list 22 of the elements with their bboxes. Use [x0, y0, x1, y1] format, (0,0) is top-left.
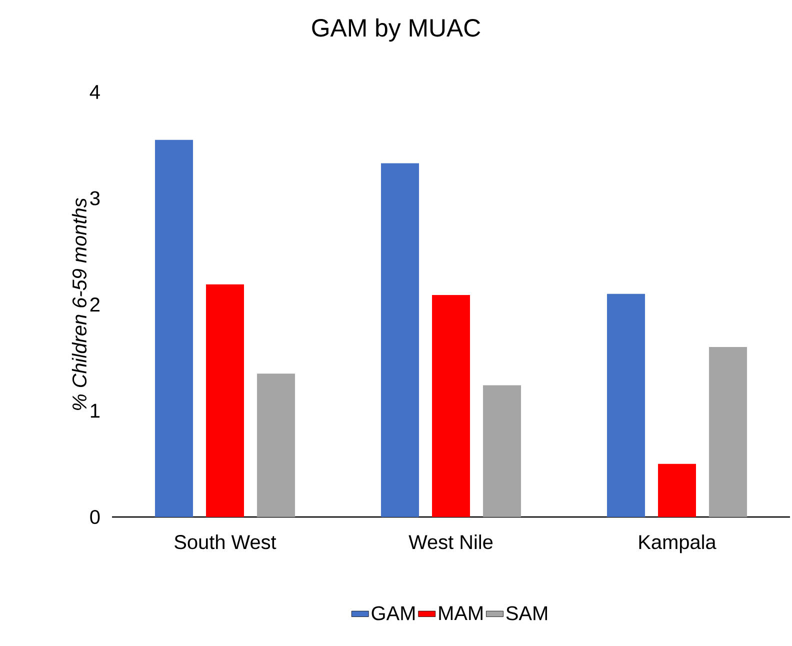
bar: [381, 163, 420, 518]
bar: [483, 385, 522, 518]
y-tick-label: 4: [90, 85, 100, 99]
y-tick-label: 0: [90, 510, 100, 524]
bar: [709, 347, 748, 518]
y-tick-label: 1: [90, 404, 100, 418]
y-tick-label: 3: [90, 191, 100, 206]
x-tick-label: West Nile: [408, 534, 493, 550]
bar: [206, 284, 244, 518]
legend-label: MAM: [439, 606, 482, 620]
x-tick-label: Kampala: [639, 534, 716, 554]
y-tick-label: 2: [90, 298, 100, 312]
bar: [257, 374, 295, 518]
legend-label: SAM: [506, 606, 547, 620]
y-axis-title: % Children 6-59 months: [72, 198, 87, 410]
chart-title: GAM by MUAC: [312, 18, 480, 42]
bar: [432, 294, 470, 518]
bar: [607, 294, 646, 518]
bar: [155, 140, 193, 518]
bar: [658, 464, 696, 518]
x-tick-label: South West: [174, 534, 276, 550]
legend-label: GAM: [372, 606, 415, 620]
